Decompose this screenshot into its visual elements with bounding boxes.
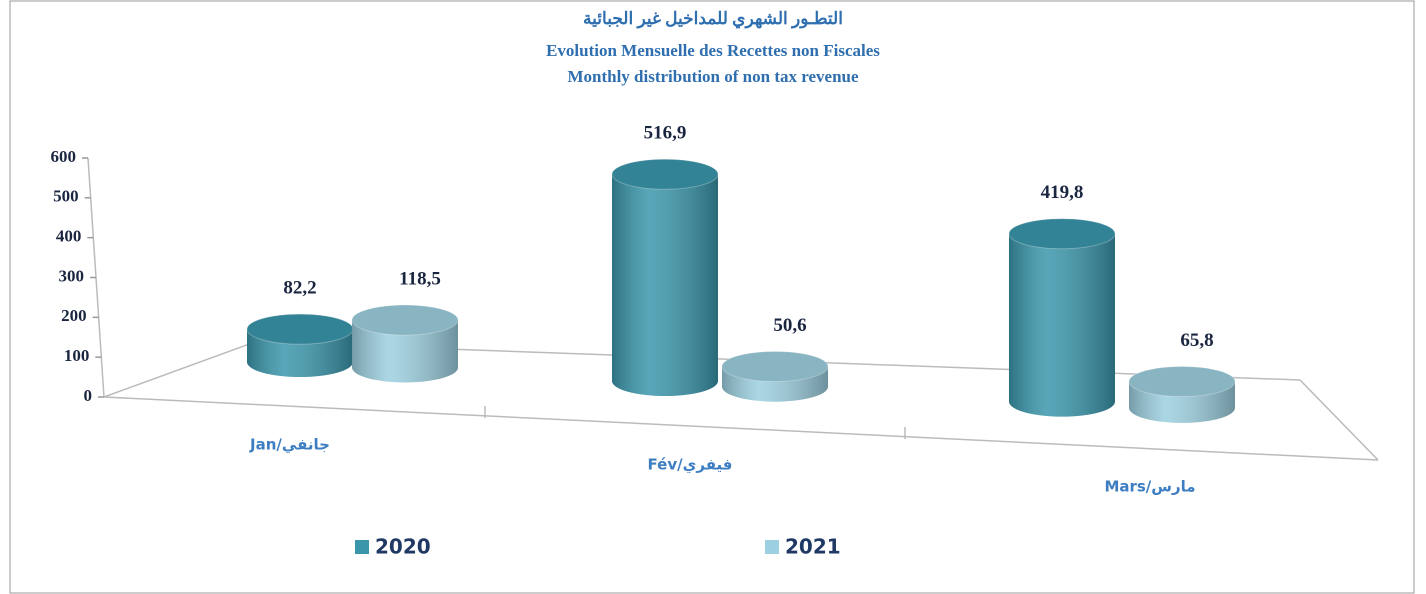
data-label: 419,8	[1041, 182, 1084, 203]
y-tick-label: 0	[84, 386, 93, 405]
x-tick-label: Fév/فيفري	[648, 456, 733, 475]
bar-shade	[612, 174, 718, 396]
bar-top-shade	[612, 159, 718, 190]
bar-top	[721, 350, 829, 382]
y-tick-label: 500	[53, 187, 79, 206]
legend-swatch	[765, 540, 779, 554]
y-tick-label: 100	[64, 346, 90, 365]
y-tick-label: 600	[51, 147, 77, 166]
y-tick-label: 400	[56, 227, 82, 246]
x-tick-label: Mars/مارس	[1104, 478, 1195, 496]
legend-label: 2021	[785, 535, 841, 559]
chart-title: Monthly distribution of non tax revenue	[567, 67, 859, 86]
bar-top	[611, 158, 719, 190]
y-tick-label: 200	[61, 306, 87, 325]
legend-swatch	[355, 540, 369, 554]
data-label: 82,2	[283, 277, 316, 298]
bar-top	[1008, 218, 1116, 250]
data-label: 118,5	[399, 268, 441, 289]
chart-title: Evolution Mensuelle des Recettes non Fis…	[546, 41, 880, 60]
bar-shade	[1009, 233, 1115, 417]
x-tick-label: Jan/جانفي	[249, 436, 330, 454]
chart-title: التطـور الشهري للمداخيل غير الجبائية	[583, 9, 843, 29]
y-tick-label: 300	[59, 266, 85, 285]
bar-top-shade	[722, 351, 828, 382]
bar-top-shade	[247, 314, 353, 345]
bar-top-shade	[352, 305, 458, 336]
bar-shade	[352, 320, 459, 383]
bar-top-shade	[1129, 366, 1235, 397]
data-label: 50,6	[773, 315, 806, 336]
data-label: 65,8	[1180, 330, 1213, 351]
data-label: 516,9	[644, 123, 687, 144]
bar-top	[1128, 366, 1236, 398]
legend-label: 2020	[375, 535, 431, 559]
bar-top	[351, 304, 459, 336]
bar-top-shade	[1009, 218, 1115, 249]
